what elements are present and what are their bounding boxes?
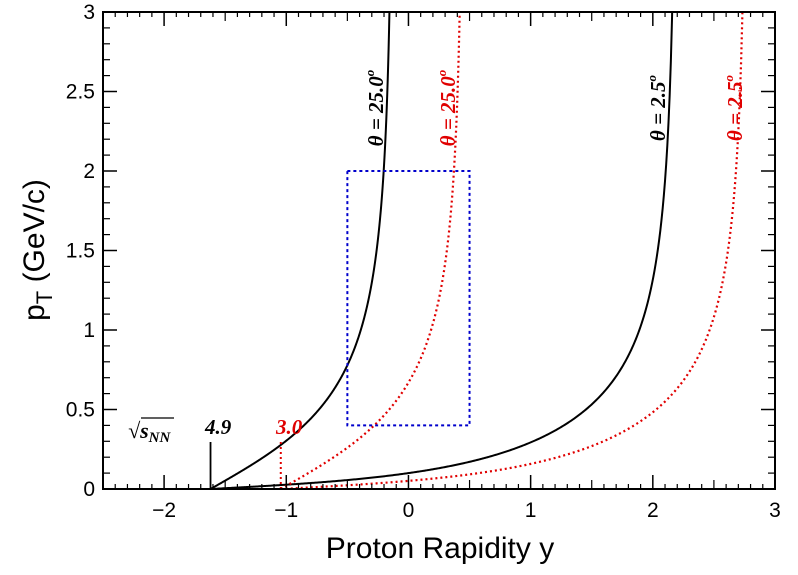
- energy-label-red: 3.0: [275, 415, 303, 439]
- ticks-group: [102, 11, 776, 490]
- sqrt-s-sub: NN: [148, 430, 172, 446]
- y-tick-label: 1.5: [66, 240, 95, 263]
- sqrt-s-annotation: √sNN: [128, 417, 174, 446]
- x-tick-label: −1: [274, 499, 298, 522]
- curve-labels-group: θ = 25.0oθ = 2.5oθ = 25.0oθ = 2.5o: [362, 69, 747, 146]
- degree-mark: o: [362, 69, 377, 76]
- curve-label-text: θ = 25.0: [364, 76, 388, 147]
- curve-label-text: θ = 2.5: [723, 81, 747, 141]
- y-tick-label: 2.5: [66, 81, 95, 104]
- x-tick-label: 1: [525, 499, 537, 522]
- y-tick-label: 3: [83, 1, 95, 24]
- curves-group: [209, 12, 744, 489]
- x-tick-label: −2: [152, 499, 176, 522]
- x-tick-label: 3: [769, 499, 781, 522]
- curve-series-1: [210, 12, 674, 489]
- y-tick-label: 2: [83, 160, 95, 183]
- y-axis-title-rest: (GeV/c): [18, 179, 51, 291]
- x-tick-label: 2: [647, 499, 659, 522]
- y-tick-label: 0: [83, 478, 95, 501]
- energy-label-black: 4.9: [204, 415, 232, 439]
- y-axis-title-sub: T: [32, 291, 57, 304]
- y-tick-label: 1: [83, 319, 95, 342]
- curve-label-2: θ = 25.0o: [434, 69, 460, 146]
- y-axis-title-main: p: [18, 304, 51, 321]
- x-axis-title: Proton Rapidity y: [326, 532, 554, 565]
- acceptance-box: [346, 170, 471, 427]
- sqrt-s-main: √s: [128, 418, 149, 443]
- curve-label-3: θ = 2.5o: [721, 74, 747, 141]
- degree-mark: o: [434, 69, 449, 76]
- curve-label-text: θ = 2.5: [646, 81, 670, 141]
- y-axis-title: pT (GeV/c): [18, 179, 57, 321]
- y-tick-label: 0.5: [66, 399, 95, 422]
- curve-series-3: [280, 12, 744, 489]
- degree-mark: o: [644, 74, 659, 81]
- curve-label-1: θ = 2.5o: [644, 74, 670, 141]
- curve-label-text: θ = 25.0: [436, 76, 460, 147]
- sqrt-s-label: √sNN: [128, 418, 171, 446]
- curve-label-0: θ = 25.0o: [362, 69, 388, 146]
- curve-series-0: [210, 12, 391, 489]
- tick-labels-group: −2 −1 0 1 2 3 0 0.5 1 1.5 2 2.5 3: [66, 1, 781, 522]
- x-tick-label: 0: [403, 499, 415, 522]
- degree-mark: o: [721, 74, 736, 81]
